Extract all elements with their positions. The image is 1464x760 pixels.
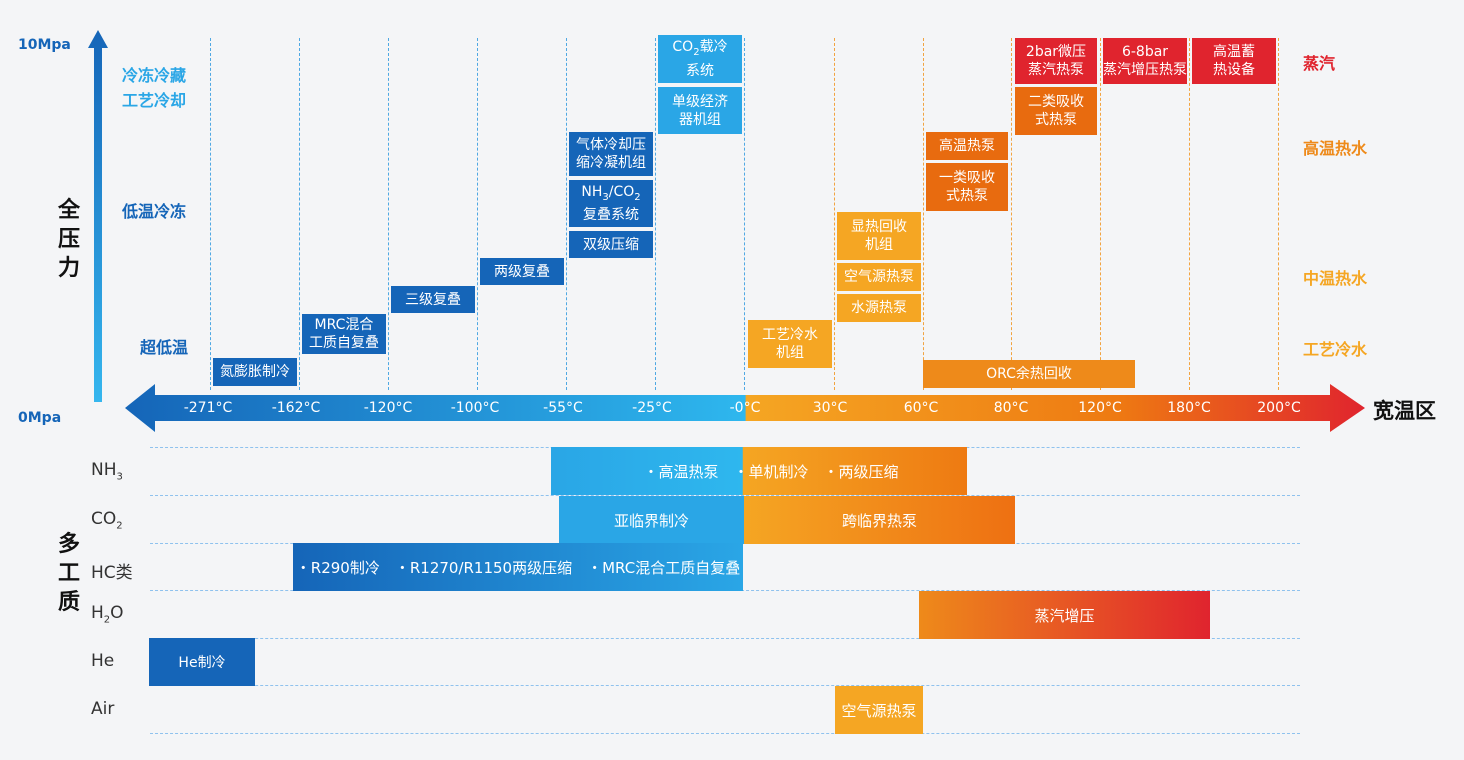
row-divider <box>150 733 1300 734</box>
guide-line <box>834 38 835 390</box>
box-mrc: MRC混合 工质自复叠 <box>302 314 386 354</box>
box-co2-brine: CO2载冷 系统 <box>658 35 742 83</box>
label-freezing: 冷冻冷藏 <box>122 66 187 85</box>
guide-line <box>388 38 389 390</box>
box-6-8bar-steam-hp: 6-8bar 蒸汽增压热泵 <box>1103 38 1187 84</box>
pressure-top-label: 10Mpa <box>18 37 71 53</box>
label-process-cold-water: 工艺冷水 <box>1303 340 1368 359</box>
fluid-nh3: NH3 <box>91 460 123 483</box>
tick-label: -100°C <box>450 400 500 416</box>
box-water-source-hp: 水源热泵 <box>837 294 921 322</box>
guide-line <box>1011 38 1012 390</box>
guide-line <box>1100 38 1101 390</box>
label-steam: 蒸汽 <box>1303 54 1336 73</box>
guide-line <box>299 38 300 390</box>
box-sensible-recovery: 显热回收 机组 <box>837 212 921 260</box>
box-three-stage: 三级复叠 <box>391 286 475 313</box>
label-high-hot-water: 高温热水 <box>1303 139 1368 158</box>
tick-label: -120°C <box>363 400 413 416</box>
box-absorption-2: 二类吸收 式热泵 <box>1015 87 1097 135</box>
box-two-stage: 两级复叠 <box>480 258 564 285</box>
tick-label: -162°C <box>271 400 321 416</box>
pressure-arrow <box>88 30 108 402</box>
guide-line <box>655 38 656 390</box>
row-divider <box>150 685 1300 686</box>
box-dual-compression: 双级压缩 <box>569 231 653 258</box>
fluid-title: 多工质 <box>58 532 81 615</box>
box-process-water-unit: 工艺冷水 机组 <box>748 320 832 368</box>
tick-label: -271°C <box>183 400 233 416</box>
fluid-he: He <box>91 651 115 671</box>
fluid-h2o: H2O <box>91 603 124 626</box>
box-2bar-steam-hp: 2bar微压 蒸汽热泵 <box>1015 38 1097 84</box>
band-nh3: ・高温热泵 ・单机制冷 ・两级压缩 <box>551 447 967 495</box>
pressure-bottom-label: 0Mpa <box>18 410 62 426</box>
box-gas-cooler: 气体冷却压 缩冷凝机组 <box>569 132 653 176</box>
box-nitrogen-expansion: 氮膨胀制冷 <box>213 358 297 386</box>
label-ultra-low: 超低温 <box>140 338 189 357</box>
guide-line <box>744 38 745 390</box>
tick-label: -0°C <box>729 400 761 416</box>
band-co2-subcritical: 亚临界制冷 <box>559 496 744 544</box>
box-nh3-co2-cascade: NH3/CO2 复叠系统 <box>569 180 653 227</box>
row-divider <box>150 638 1300 639</box>
band-air: 空气源热泵 <box>835 686 923 734</box>
box-absorption-1: 一类吸收 式热泵 <box>926 163 1008 211</box>
tick-label: 180°C <box>1167 400 1211 416</box>
band-co2-transcritical: 跨临界热泵 <box>744 496 1015 544</box>
tick-label: -55°C <box>543 400 583 416</box>
tick-label: 200°C <box>1257 400 1301 416</box>
box-air-source-hp: 空气源热泵 <box>837 263 921 291</box>
band-he: He制冷 <box>149 638 255 686</box>
tick-label: 60°C <box>903 400 939 416</box>
box-heat-storage: 高温蓄 热设备 <box>1192 38 1276 84</box>
pressure-title: 全压力 <box>58 198 81 281</box>
box-economizer: 单级经济 器机组 <box>658 87 742 134</box>
guide-line <box>477 38 478 390</box>
guide-line <box>1189 38 1190 390</box>
guide-line <box>923 38 924 390</box>
band-hc: ・R290制冷 ・R1270/R1150两级压缩 ・MRC混合工质自复叠 <box>293 543 743 591</box>
tick-label: -25°C <box>632 400 672 416</box>
row-divider <box>150 495 1300 496</box>
box-high-temp-hp: 高温热泵 <box>926 132 1008 160</box>
fluid-hc: HC类 <box>91 563 133 583</box>
guide-line <box>566 38 567 390</box>
fluid-co2: CO2 <box>91 509 123 532</box>
tick-label: 30°C <box>812 400 848 416</box>
fluid-air: Air <box>91 699 115 719</box>
temperature-title: 宽温区 <box>1373 399 1436 423</box>
tick-label: 120°C <box>1078 400 1122 416</box>
label-process-cooling: 工艺冷却 <box>122 91 187 110</box>
tick-label: 80°C <box>993 400 1029 416</box>
temperature-arrow <box>125 384 1365 432</box>
band-h2o: 蒸汽增压 <box>919 591 1210 639</box>
guide-line <box>1278 38 1279 390</box>
box-orc-recovery: ORC余热回收 <box>923 360 1135 388</box>
label-mid-hot-water: 中温热水 <box>1303 269 1368 288</box>
guide-line <box>210 38 211 390</box>
label-low-temp: 低温冷冻 <box>122 202 187 221</box>
